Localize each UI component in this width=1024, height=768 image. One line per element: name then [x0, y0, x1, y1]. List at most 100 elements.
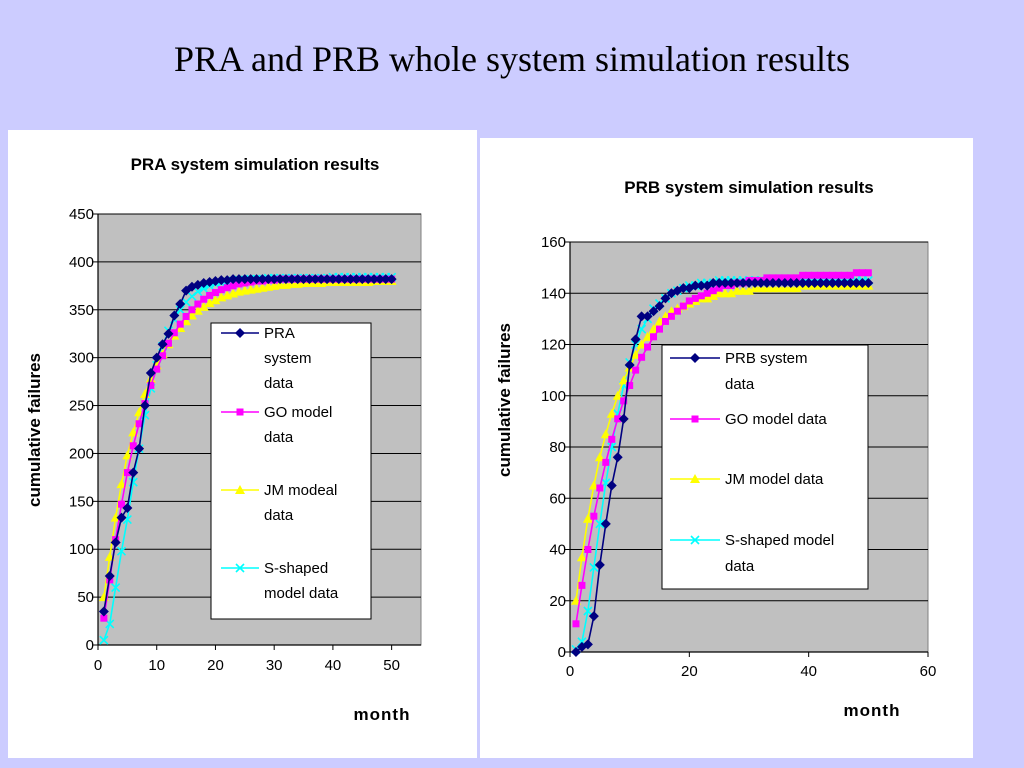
legend-label: PRB system data [725, 350, 808, 393]
data-point [600, 518, 611, 529]
data-point [833, 278, 844, 288]
data-point [773, 278, 784, 288]
legend-entry-go-model-data: GO model data [221, 404, 332, 446]
y-tick-label: 50 [77, 589, 94, 606]
data-point [726, 278, 737, 288]
data-point [584, 546, 592, 553]
y-tick-label: 80 [549, 439, 566, 456]
data-point [198, 301, 209, 311]
data-point [787, 274, 795, 282]
data-point [846, 271, 854, 279]
data-point [239, 274, 250, 285]
data-point [858, 269, 866, 277]
data-point [809, 278, 820, 288]
x-tick-label: 0 [566, 663, 574, 680]
data-point [175, 305, 185, 315]
data-point [590, 512, 598, 520]
y-tick-label: 20 [549, 593, 566, 610]
data-point [606, 480, 617, 491]
legend-marker [235, 563, 245, 573]
legend-label: GO model data [725, 411, 827, 428]
data-point [696, 280, 707, 291]
data-point [572, 620, 580, 628]
data-point [815, 278, 826, 288]
data-point [157, 339, 168, 350]
data-point [763, 274, 771, 282]
y-tick-label: 160 [541, 234, 566, 251]
data-point [793, 274, 801, 282]
y-tick-label: 450 [69, 206, 94, 223]
data-point [327, 274, 338, 285]
data-point [618, 413, 629, 424]
data-point [805, 271, 813, 279]
x-tick-label: 50 [383, 657, 400, 674]
data-point [304, 274, 315, 285]
y-tick-label: 200 [69, 445, 94, 462]
data-point [147, 381, 155, 389]
data-point [357, 274, 368, 285]
data-point [275, 274, 286, 285]
data-point [228, 274, 239, 285]
data-point [164, 339, 172, 347]
data-point [380, 274, 391, 285]
data-point [857, 278, 868, 288]
legend-marker [690, 535, 700, 545]
data-point [582, 639, 593, 650]
legend-entry-pra-system-data: PRA system data [221, 325, 312, 392]
data-point [257, 274, 268, 285]
data-point [263, 274, 274, 285]
y-tick-label: 350 [69, 302, 94, 319]
data-point [159, 352, 167, 360]
x-tick-label: 60 [920, 663, 937, 680]
data-point [292, 274, 303, 285]
data-point [200, 295, 208, 303]
data-point [116, 479, 127, 489]
data-point [128, 467, 139, 478]
data-point [151, 352, 162, 363]
data-point [626, 382, 634, 389]
y-tick-label: 300 [69, 350, 94, 367]
data-point [170, 329, 178, 337]
data-point [715, 284, 723, 292]
data-point [182, 312, 190, 320]
data-point [829, 271, 837, 279]
data-point [654, 301, 665, 312]
x-tick-label: 40 [800, 663, 817, 680]
x-tick-label: 0 [94, 657, 102, 674]
data-point [269, 274, 280, 285]
data-point [596, 484, 604, 492]
data-point [251, 274, 262, 285]
legend-marker [235, 485, 245, 494]
x-tick-label: 30 [266, 657, 283, 674]
data-point [576, 641, 587, 652]
pra-system-data-series [98, 274, 397, 617]
legend-marker [691, 415, 699, 423]
data-point [588, 611, 599, 622]
x-axis-label: month [844, 701, 901, 720]
data-point [122, 503, 133, 514]
data-point [845, 278, 856, 288]
data-point [666, 288, 677, 299]
data-point [781, 274, 789, 282]
data-point [638, 353, 646, 361]
data-point [351, 274, 362, 285]
data-point [708, 278, 719, 288]
data-point [576, 552, 587, 562]
data-point [175, 299, 186, 310]
data-point [672, 285, 683, 296]
data-point [642, 311, 653, 322]
data-point [583, 606, 593, 616]
data-point [630, 334, 641, 345]
data-point [333, 274, 344, 285]
data-point [345, 274, 356, 285]
legend-label: GO model data [264, 404, 332, 446]
data-point [840, 271, 848, 279]
legend-entry-jm-modeal-data: JM modeal data [221, 482, 337, 524]
data-point [386, 274, 397, 285]
data-point [708, 290, 719, 300]
data-point [280, 274, 291, 285]
data-point [644, 343, 652, 351]
data-point [322, 274, 333, 285]
data-point [608, 435, 616, 443]
data-point [661, 317, 669, 325]
